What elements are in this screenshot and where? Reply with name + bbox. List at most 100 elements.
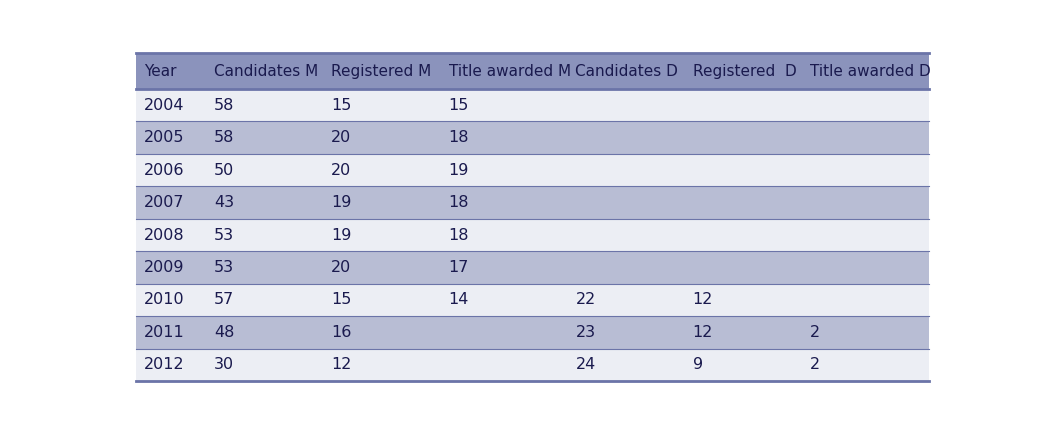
Bar bbox=[206, 121, 323, 154]
Bar bbox=[206, 89, 323, 121]
Bar bbox=[441, 53, 567, 89]
Bar bbox=[206, 186, 323, 219]
Bar bbox=[685, 219, 802, 251]
Text: 43: 43 bbox=[214, 195, 234, 210]
Text: 19: 19 bbox=[331, 227, 352, 243]
Text: 14: 14 bbox=[449, 292, 469, 307]
Bar bbox=[441, 186, 567, 219]
Text: 2012: 2012 bbox=[144, 357, 185, 372]
Text: 18: 18 bbox=[449, 227, 470, 243]
Bar bbox=[136, 121, 206, 154]
Bar bbox=[802, 349, 929, 381]
Text: Candidates D: Candidates D bbox=[576, 64, 678, 79]
Bar bbox=[685, 154, 802, 186]
Text: 57: 57 bbox=[214, 292, 235, 307]
Text: Registered M: Registered M bbox=[331, 64, 431, 79]
Bar bbox=[441, 121, 567, 154]
Bar bbox=[136, 251, 206, 284]
Bar bbox=[206, 349, 323, 381]
Text: Registered  D: Registered D bbox=[693, 64, 797, 79]
Text: 20: 20 bbox=[331, 130, 351, 145]
Text: 19: 19 bbox=[331, 195, 352, 210]
Text: 18: 18 bbox=[449, 130, 470, 145]
Text: 15: 15 bbox=[331, 98, 352, 113]
Bar bbox=[323, 284, 441, 316]
Bar bbox=[136, 284, 206, 316]
Bar bbox=[685, 316, 802, 349]
Bar bbox=[567, 53, 685, 89]
Bar bbox=[685, 284, 802, 316]
Text: 2006: 2006 bbox=[144, 163, 185, 178]
Bar bbox=[567, 121, 685, 154]
Bar bbox=[136, 89, 206, 121]
Bar bbox=[206, 316, 323, 349]
Text: 58: 58 bbox=[214, 130, 235, 145]
Bar bbox=[136, 349, 206, 381]
Bar bbox=[567, 284, 685, 316]
Bar bbox=[206, 154, 323, 186]
Bar bbox=[802, 89, 929, 121]
Text: 19: 19 bbox=[449, 163, 469, 178]
Bar bbox=[802, 251, 929, 284]
Bar bbox=[136, 219, 206, 251]
Bar bbox=[136, 53, 206, 89]
Bar bbox=[441, 349, 567, 381]
Text: 23: 23 bbox=[576, 325, 595, 340]
Bar bbox=[567, 89, 685, 121]
Bar bbox=[323, 251, 441, 284]
Bar bbox=[802, 53, 929, 89]
Text: Year: Year bbox=[144, 64, 177, 79]
Bar bbox=[136, 186, 206, 219]
Text: 15: 15 bbox=[331, 292, 352, 307]
Bar bbox=[802, 219, 929, 251]
Text: 17: 17 bbox=[449, 260, 469, 275]
Bar bbox=[567, 316, 685, 349]
Bar bbox=[323, 316, 441, 349]
Bar bbox=[802, 154, 929, 186]
Bar bbox=[567, 219, 685, 251]
Text: 2004: 2004 bbox=[144, 98, 185, 113]
Bar bbox=[323, 154, 441, 186]
Bar bbox=[441, 89, 567, 121]
Text: 18: 18 bbox=[449, 195, 470, 210]
Text: 2010: 2010 bbox=[144, 292, 185, 307]
Bar bbox=[567, 251, 685, 284]
Text: 2: 2 bbox=[810, 357, 820, 372]
Bar bbox=[802, 186, 929, 219]
Bar bbox=[206, 284, 323, 316]
Text: 12: 12 bbox=[693, 325, 713, 340]
Text: Title awarded D: Title awarded D bbox=[810, 64, 931, 79]
Bar bbox=[441, 154, 567, 186]
Bar bbox=[685, 251, 802, 284]
Text: 9: 9 bbox=[693, 357, 702, 372]
Bar bbox=[441, 219, 567, 251]
Text: 58: 58 bbox=[214, 98, 235, 113]
Bar bbox=[567, 186, 685, 219]
Bar bbox=[323, 53, 441, 89]
Bar bbox=[136, 316, 206, 349]
Text: 2007: 2007 bbox=[144, 195, 185, 210]
Bar bbox=[206, 53, 323, 89]
Bar bbox=[323, 89, 441, 121]
Bar bbox=[802, 316, 929, 349]
Text: 2009: 2009 bbox=[144, 260, 185, 275]
Bar bbox=[206, 251, 323, 284]
Bar bbox=[685, 186, 802, 219]
Text: 15: 15 bbox=[449, 98, 469, 113]
Bar bbox=[685, 121, 802, 154]
Text: 12: 12 bbox=[693, 292, 713, 307]
Text: Title awarded M: Title awarded M bbox=[449, 64, 570, 79]
Text: 20: 20 bbox=[331, 163, 351, 178]
Bar bbox=[441, 284, 567, 316]
Bar bbox=[685, 349, 802, 381]
Text: 2008: 2008 bbox=[144, 227, 185, 243]
Bar bbox=[802, 121, 929, 154]
Text: 53: 53 bbox=[214, 227, 234, 243]
Text: 20: 20 bbox=[331, 260, 351, 275]
Bar bbox=[685, 53, 802, 89]
Text: 16: 16 bbox=[331, 325, 352, 340]
Bar bbox=[685, 89, 802, 121]
Bar bbox=[802, 284, 929, 316]
Bar bbox=[136, 154, 206, 186]
Bar bbox=[567, 154, 685, 186]
